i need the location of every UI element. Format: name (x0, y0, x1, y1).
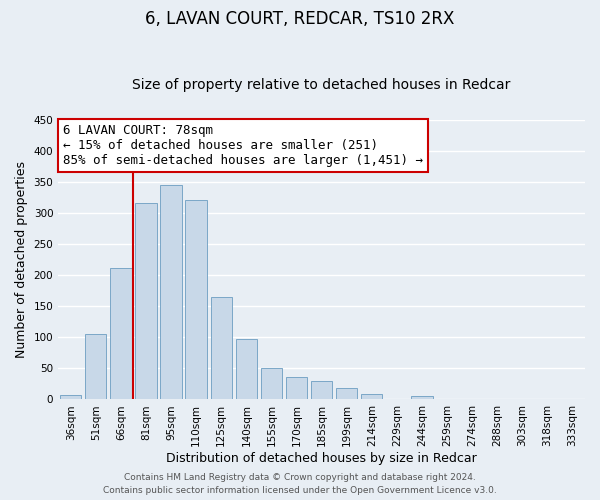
Bar (110, 268, 131, 400)
Bar (336, 388, 358, 400)
Bar (286, 377, 307, 400)
Bar (411, 396, 433, 400)
Bar (60, 395, 82, 400)
Bar (211, 297, 232, 400)
Bar (311, 382, 332, 400)
Bar (185, 200, 207, 400)
Text: 6 LAVAN COURT: 78sqm
← 15% of detached houses are smaller (251)
85% of semi-deta: 6 LAVAN COURT: 78sqm ← 15% of detached h… (64, 124, 424, 167)
Text: 6, LAVAN COURT, REDCAR, TS10 2RX: 6, LAVAN COURT, REDCAR, TS10 2RX (145, 10, 455, 28)
Bar (136, 203, 157, 400)
Bar (236, 339, 257, 400)
Title: Size of property relative to detached houses in Redcar: Size of property relative to detached ho… (133, 78, 511, 92)
Bar (261, 368, 282, 400)
Text: Contains HM Land Registry data © Crown copyright and database right 2024.
Contai: Contains HM Land Registry data © Crown c… (103, 474, 497, 495)
Y-axis label: Number of detached properties: Number of detached properties (15, 161, 28, 358)
Bar (361, 394, 382, 400)
X-axis label: Distribution of detached houses by size in Redcar: Distribution of detached houses by size … (166, 452, 477, 465)
Bar (85, 334, 106, 400)
Bar (160, 186, 182, 400)
